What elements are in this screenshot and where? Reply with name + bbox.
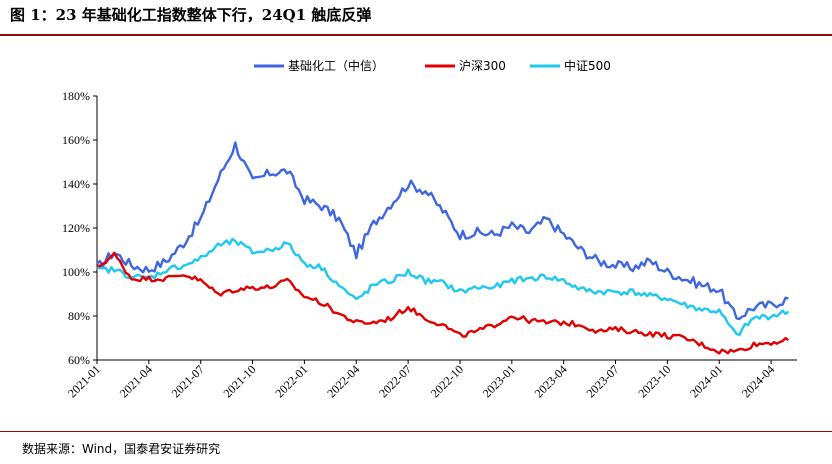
x-tick-label: 2024-01 xyxy=(687,362,725,400)
y-tick-label: 160% xyxy=(62,133,90,147)
figure-title: 图 1：23 年基础化工指数整体下行，24Q1 触底反弹 xyxy=(10,6,372,24)
y-tick-label: 100% xyxy=(62,265,90,279)
x-tick-label: 2021-10 xyxy=(220,362,258,400)
source-note: 数据来源：Wind，国泰君安证券研究 xyxy=(22,442,221,456)
x-tick-label: 2023-04 xyxy=(532,362,570,400)
x-tick-label: 2022-04 xyxy=(324,362,362,400)
y-tick-label: 60% xyxy=(68,353,90,367)
y-tick-label: 140% xyxy=(62,177,90,191)
x-tick-label: 2023-10 xyxy=(635,362,673,400)
x-tick-label: 2022-07 xyxy=(376,362,414,400)
source-divider xyxy=(0,431,832,432)
series-line xyxy=(96,251,790,355)
x-tick-label: 2021-07 xyxy=(169,362,207,400)
legend-label: 沪深300 xyxy=(459,59,506,73)
x-tick-label: 2022-10 xyxy=(428,362,466,400)
legend-label: 中证500 xyxy=(564,58,611,73)
x-tick-label: 2023-01 xyxy=(480,362,518,400)
x-tick-label: 2021-04 xyxy=(117,362,155,400)
y-tick-label: 180% xyxy=(62,89,90,103)
chart-legend: 基础化工（中信） 沪深300 中证500 xyxy=(254,58,611,73)
x-axis: 2021-01 2021-04 2021-07 2021-10 2022-01 2022-… xyxy=(65,359,797,400)
series-line xyxy=(96,237,790,337)
title-divider xyxy=(0,34,832,36)
y-axis: 60% 80% 100% 120% 140% 160% 180% xyxy=(62,89,98,367)
legend-label: 基础化工（中信） xyxy=(288,58,384,73)
x-tick-label: 2021-01 xyxy=(65,362,103,400)
x-tick-label: 2024-04 xyxy=(739,362,777,400)
x-tick-label: 2022-01 xyxy=(272,362,310,400)
series-layer xyxy=(96,141,790,355)
series-line xyxy=(96,141,789,321)
x-tick-label: 2023-07 xyxy=(583,362,621,400)
line-chart: 基础化工（中信） 沪深300 中证500 60% 80% 100% 120% 140% 160… xyxy=(62,58,797,400)
y-tick-label: 80% xyxy=(68,309,90,323)
y-tick-label: 120% xyxy=(62,221,90,235)
